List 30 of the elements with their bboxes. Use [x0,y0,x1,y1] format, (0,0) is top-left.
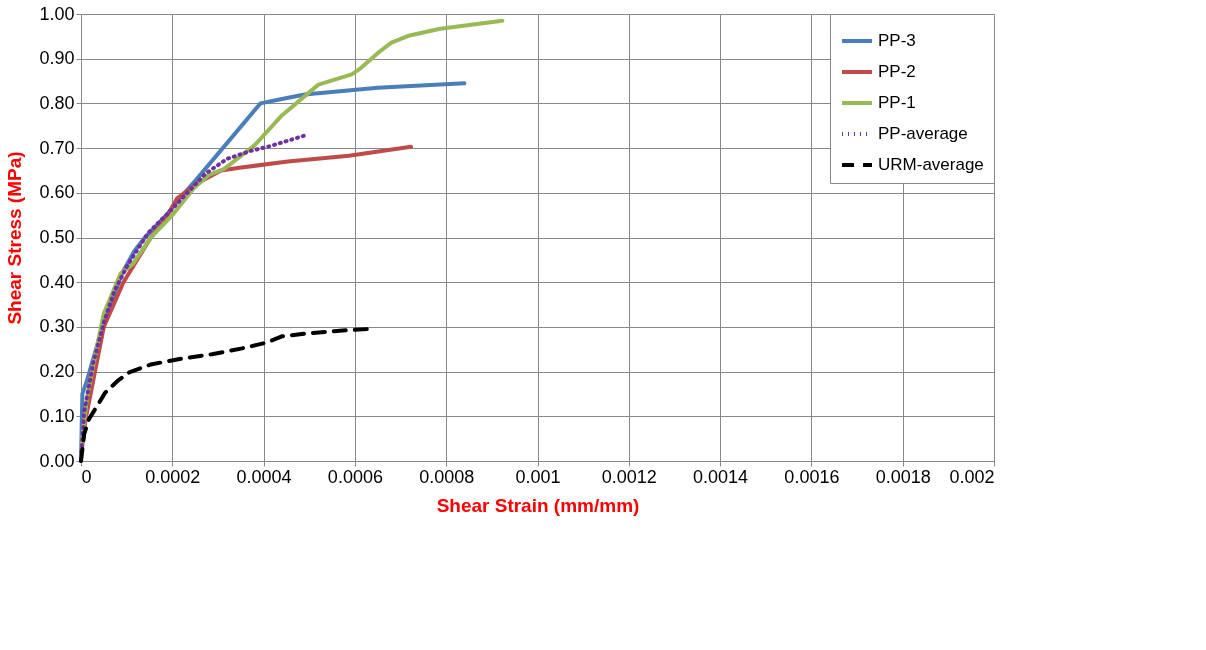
x-tick-label: 0 [81,466,92,487]
legend-label: PP-2 [878,62,916,81]
x-tick-label: 0.0006 [327,466,383,487]
y-tick-label: 1.00 [39,3,75,24]
y-tick-label: 0.60 [39,182,75,203]
x-tick-label: 0.001 [515,466,561,487]
y-axis-title: Shear Stress (MPa) [4,151,26,325]
y-tick-label: 0.30 [39,316,75,337]
legend-label: URM-average [878,155,984,174]
x-tick-label: 0.0016 [784,466,840,487]
y-tick-label: 0.00 [39,450,75,471]
legend-label: PP-average [878,124,968,143]
x-tick-label: 0.0012 [601,466,657,487]
legend-label: PP-3 [878,31,916,50]
x-tick-label: 0.0002 [145,466,201,487]
y-tick-label: 0.70 [39,137,75,158]
x-tick-label: 0.0018 [875,466,931,487]
x-tick-label: 0.0004 [236,466,292,487]
y-tick-label: 0.40 [39,271,75,292]
y-tick-label: 0.80 [39,92,75,113]
x-axis-title: Shear Strain (mm/mm) [436,494,640,516]
y-tick-label: 0.50 [39,227,75,247]
y-tick-label: 0.90 [39,48,75,69]
y-tick-label: 0.20 [39,361,75,382]
legend-label: PP-1 [878,93,916,112]
line-series [79,133,307,455]
y-tick-label: 0.10 [39,405,75,426]
x-tick-label: 0.0008 [419,466,475,487]
x-tick-label: 0.002 [949,466,995,487]
x-tick-label: 0.0014 [693,466,749,487]
